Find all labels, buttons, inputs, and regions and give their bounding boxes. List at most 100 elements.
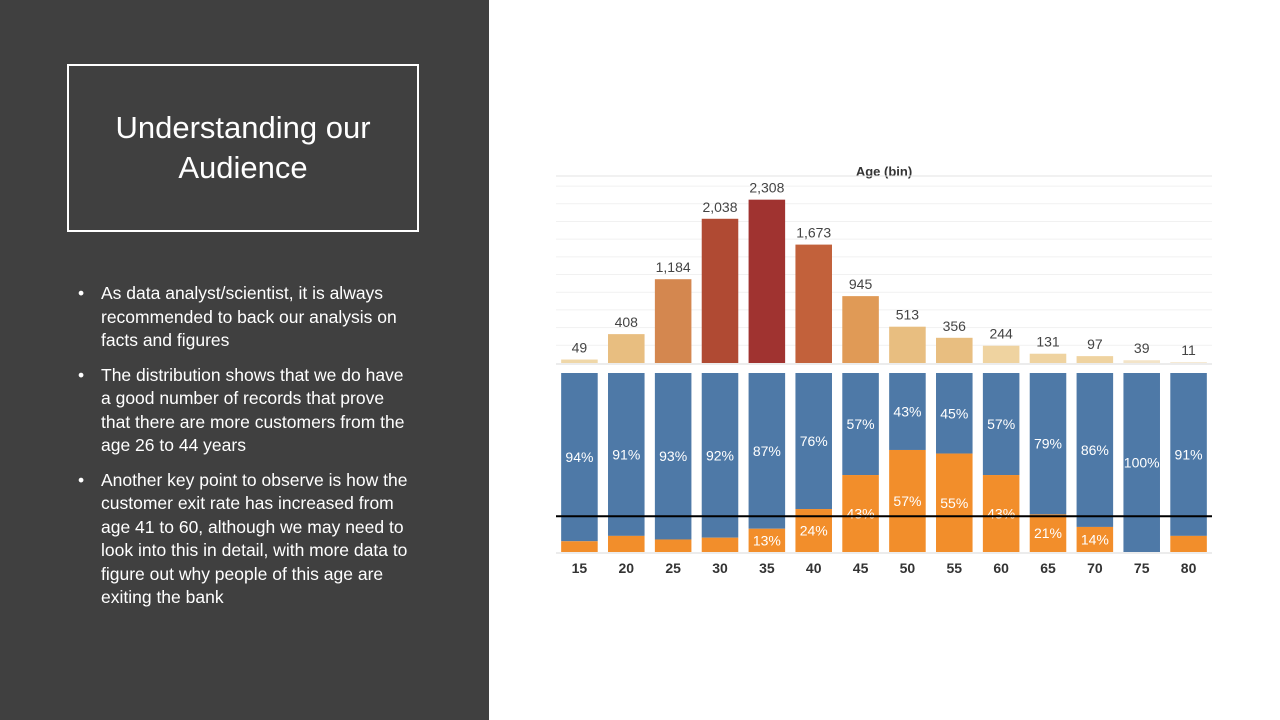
retained-pct-label: 91% xyxy=(1175,446,1203,462)
exited-pct-label: 21% xyxy=(1034,525,1062,541)
count-bar xyxy=(1123,360,1160,363)
retained-pct-label: 57% xyxy=(847,416,875,432)
count-label: 1,673 xyxy=(796,225,831,241)
exited-pct-label: 13% xyxy=(753,532,781,548)
age-chart: Age (bin) 49 408 1,184 2,038 2,308 1,673 945 513… xyxy=(556,164,1212,576)
retained-bar xyxy=(1170,373,1207,536)
count-bar xyxy=(936,337,973,363)
bullet-dot-icon: • xyxy=(78,364,85,385)
count-bar xyxy=(748,199,786,363)
exited-bar xyxy=(748,528,786,552)
bullet-text: As data analyst/scientist, it is always … xyxy=(101,283,397,350)
x-tick-label: 50 xyxy=(900,560,916,576)
count-bar xyxy=(608,334,645,363)
count-bar xyxy=(561,359,598,363)
exited-bar xyxy=(889,449,926,552)
count-label: 356 xyxy=(943,318,967,334)
retained-bar xyxy=(561,373,598,542)
count-label: 11 xyxy=(1181,342,1196,358)
retained-bar xyxy=(608,373,645,536)
retained-pct-label: 92% xyxy=(706,447,734,463)
x-tick-label: 75 xyxy=(1134,560,1150,576)
retained-pct-label: 86% xyxy=(1081,442,1109,458)
retained-bar xyxy=(748,373,786,529)
count-bar xyxy=(1076,356,1114,363)
bullet-text: Another key point to observe is how the … xyxy=(101,469,408,608)
count-bar xyxy=(1029,353,1067,363)
x-tick-label: 35 xyxy=(759,560,775,576)
retained-bar xyxy=(889,373,926,450)
exited-pct-label: 57% xyxy=(893,493,921,509)
retained-pct-label: 76% xyxy=(800,433,828,449)
retained-pct-label: 79% xyxy=(1034,436,1062,452)
bullet-item: • Another key point to observe is how the… xyxy=(78,469,418,610)
count-label: 1,184 xyxy=(656,259,691,275)
x-tick-label: 70 xyxy=(1087,560,1103,576)
retained-pct-label: 91% xyxy=(612,446,640,462)
x-tick-label: 15 xyxy=(572,560,588,576)
count-label: 39 xyxy=(1134,340,1150,356)
left-panel: Understanding our Audience • As data anal… xyxy=(0,0,489,720)
count-label: 513 xyxy=(896,307,920,323)
count-label: 131 xyxy=(1036,334,1060,350)
count-bar xyxy=(795,244,832,363)
count-bar xyxy=(654,279,692,363)
retained-bar xyxy=(1076,373,1114,527)
x-tick-label: 80 xyxy=(1181,560,1197,576)
retained-pct-label: 87% xyxy=(753,443,781,459)
x-tick-label: 55 xyxy=(946,560,962,576)
retained-bar xyxy=(1123,373,1160,552)
retained-bar xyxy=(842,373,879,476)
count-label: 945 xyxy=(849,276,873,292)
count-bar xyxy=(1170,362,1207,363)
count-label: 2,038 xyxy=(702,199,737,215)
x-tick-label: 25 xyxy=(665,560,681,576)
bullet-item: • The distribution shows that we do have … xyxy=(78,364,418,458)
retained-bar xyxy=(795,373,832,510)
bullet-dot-icon: • xyxy=(78,283,85,303)
retained-pct-label: 93% xyxy=(659,448,687,464)
exited-pct-label: 43% xyxy=(987,506,1015,522)
retained-bar xyxy=(982,373,1020,476)
bullet-list: • As data analyst/scientist, it is always… xyxy=(78,282,418,621)
exited-bar xyxy=(701,537,739,552)
x-tick-label: 40 xyxy=(806,560,822,576)
exited-pct-label: 14% xyxy=(1081,531,1109,547)
exited-bar xyxy=(1029,514,1067,552)
exited-bar xyxy=(608,535,645,552)
exited-bar xyxy=(1076,526,1114,552)
x-tick-label: 60 xyxy=(993,560,1009,576)
count-label: 244 xyxy=(989,326,1013,342)
exited-pct-label: 24% xyxy=(800,523,828,539)
count-bar xyxy=(982,345,1020,363)
retained-pct-label: 45% xyxy=(940,405,968,421)
exited-bar xyxy=(936,453,973,552)
bullet-text: The distribution shows that we do have a… xyxy=(101,364,405,456)
count-bar xyxy=(889,326,926,363)
count-bar xyxy=(701,218,739,363)
exited-bar xyxy=(654,539,692,552)
exited-bar xyxy=(842,475,879,552)
retained-bar xyxy=(1029,373,1067,515)
count-label: 49 xyxy=(572,340,588,356)
chart-title: Age (bin) xyxy=(856,164,912,179)
count-label: 97 xyxy=(1087,336,1103,352)
x-tick-label: 30 xyxy=(712,560,728,576)
retained-bar xyxy=(701,373,739,538)
x-tick-label: 65 xyxy=(1040,560,1056,576)
retained-pct-label: 94% xyxy=(565,449,593,465)
exited-pct-label: 55% xyxy=(940,495,968,511)
count-label: 408 xyxy=(615,314,639,330)
retained-bar xyxy=(654,373,692,540)
count-label: 2,308 xyxy=(749,180,784,196)
exited-bar xyxy=(1170,535,1207,552)
exited-bar xyxy=(982,475,1020,552)
retained-pct-label: 100% xyxy=(1124,455,1160,471)
bullet-item: • As data analyst/scientist, it is always… xyxy=(78,282,418,353)
bullet-dot-icon: • xyxy=(78,469,85,490)
exited-pct-label: 43% xyxy=(847,506,875,522)
count-bar xyxy=(842,296,879,363)
retained-pct-label: 43% xyxy=(893,403,921,419)
title-box: Understanding our Audience xyxy=(67,64,419,232)
slide-title: Understanding our Audience xyxy=(115,110,371,185)
